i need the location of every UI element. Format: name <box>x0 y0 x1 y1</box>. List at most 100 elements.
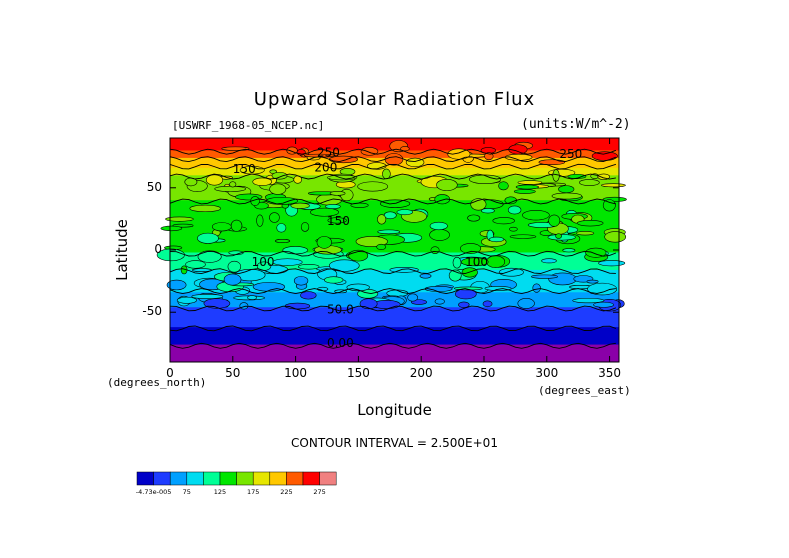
heat-band <box>170 329 619 333</box>
heat-band <box>170 339 619 343</box>
heat-patch <box>419 273 432 279</box>
heat-patch <box>484 286 512 291</box>
heat-patch <box>567 173 587 179</box>
heat-patch <box>482 300 493 308</box>
heat-band <box>170 357 619 361</box>
units-label: (units:W/m^-2) <box>521 117 631 132</box>
heat-patch <box>434 298 445 305</box>
heat-band <box>170 287 619 291</box>
heat-band <box>170 352 619 356</box>
heat-patch <box>357 181 389 192</box>
heat-patch <box>377 214 387 225</box>
heat-patch <box>300 291 317 300</box>
heat-patch <box>229 181 237 188</box>
heat-band <box>170 150 619 154</box>
heat-band <box>170 182 619 186</box>
x-tick-label: 350 <box>598 366 622 380</box>
heat-patch <box>221 146 250 151</box>
heat-band <box>170 190 619 194</box>
heat-band <box>170 259 619 263</box>
heat-band <box>170 272 619 276</box>
heat-patch <box>272 258 303 266</box>
heat-patch <box>436 178 458 191</box>
heat-band <box>170 327 619 331</box>
heat-patch <box>541 258 557 264</box>
contour-label: 250 <box>559 147 582 161</box>
colorbar-label: 225 <box>280 488 292 496</box>
heat-patch <box>269 183 287 195</box>
heat-patch <box>601 183 626 188</box>
heat-patch <box>252 177 273 186</box>
colorbar-label: 75 <box>183 488 191 496</box>
heat-band <box>170 314 619 318</box>
heat-patch <box>468 174 502 185</box>
heat-band <box>170 262 619 266</box>
heat-patch <box>205 174 224 186</box>
heat-band <box>170 192 619 196</box>
heat-patch <box>555 233 563 239</box>
heat-band <box>170 185 619 189</box>
heat-patch <box>460 257 489 267</box>
heat-patch <box>359 298 378 310</box>
chart-title: Upward Solar Radiation Flux <box>253 89 536 110</box>
heat-patch <box>160 225 183 232</box>
heat-band <box>170 207 619 211</box>
y-tick-label: 0 <box>154 242 162 256</box>
heat-patch <box>407 293 418 302</box>
colorbar-label: 125 <box>214 488 226 496</box>
heat-patch <box>460 243 482 254</box>
heat-patch <box>197 232 219 244</box>
heat-patch <box>227 260 242 273</box>
heat-band <box>170 257 619 261</box>
heat-patch <box>197 250 222 263</box>
heat-band <box>170 277 619 281</box>
heat-band <box>170 197 619 201</box>
heat-patch <box>300 222 310 232</box>
contour-label: 100 <box>465 255 488 269</box>
heat-patch <box>376 243 387 250</box>
colorbar-swatch <box>169 471 188 486</box>
heat-patch <box>513 189 536 194</box>
colorbar-label: 175 <box>247 488 259 496</box>
heat-band <box>170 247 619 251</box>
contour-line <box>169 163 617 170</box>
colorbar-swatch <box>236 471 254 486</box>
contour-line <box>169 325 617 332</box>
contour-label: 50.0 <box>327 302 354 316</box>
heat-patch <box>316 236 332 249</box>
heat-patch <box>552 169 560 182</box>
heat-band <box>170 324 619 328</box>
heat-band <box>170 210 619 214</box>
heat-patch <box>522 209 550 221</box>
colorbar-swatch <box>136 471 154 486</box>
heat-patch <box>585 247 607 258</box>
heat-patch <box>548 214 561 227</box>
heat-patch <box>486 255 506 268</box>
heat-band <box>170 187 619 191</box>
heat-band <box>170 322 619 326</box>
heat-band <box>170 138 619 141</box>
heat-band <box>170 332 619 336</box>
heat-patch <box>430 246 440 254</box>
y-tick-label: 50 <box>146 179 162 194</box>
heat-patch <box>429 229 450 241</box>
heat-band <box>170 344 619 348</box>
heat-patch <box>256 214 264 227</box>
heat-patch <box>271 171 288 180</box>
heat-band <box>170 195 619 199</box>
heat-band <box>170 284 619 288</box>
heat-patch <box>576 231 595 236</box>
contour-line <box>169 148 617 155</box>
heat-band <box>170 225 619 229</box>
colorbar-swatch <box>286 471 304 486</box>
heat-patch <box>389 267 419 273</box>
contour-line <box>169 342 616 349</box>
heat-band <box>170 232 619 236</box>
heat-band <box>170 222 619 226</box>
heat-patch <box>572 297 605 304</box>
heat-patch <box>327 217 347 224</box>
colorbar-swatch <box>203 471 221 486</box>
y-unit-label: (degrees_north) <box>107 376 207 389</box>
heat-patch <box>165 216 194 222</box>
